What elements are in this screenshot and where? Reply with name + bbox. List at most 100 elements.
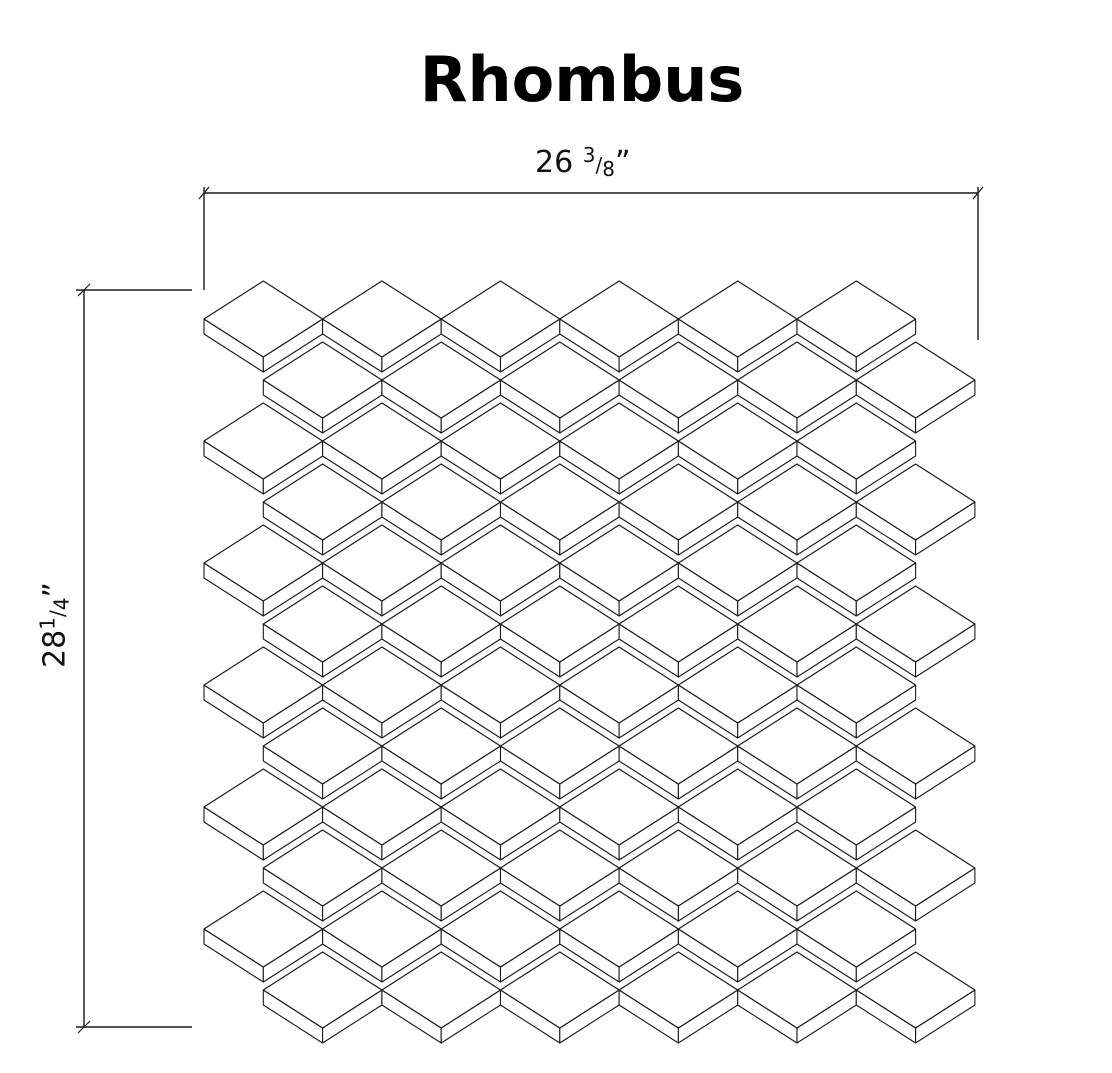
rhombus-tile (262, 463, 383, 556)
rhombus-top-face (737, 585, 857, 663)
width-dimension-label: 26 3/8” (535, 143, 631, 181)
rhombus-tile-grid (203, 280, 976, 1044)
rhombus-tile (677, 280, 798, 373)
rhombus-tile (499, 463, 620, 556)
rhombus-tile (677, 890, 798, 983)
rhombus-tile (440, 646, 561, 739)
rhombus-top-face (796, 768, 917, 846)
width-inch-mark: ” (614, 145, 631, 180)
rhombus-top-face (381, 951, 502, 1029)
rhombus-tile (203, 280, 324, 373)
rhombus-tile (440, 768, 561, 861)
height-tick-top (77, 283, 91, 297)
rhombus-top-face (737, 463, 857, 541)
rhombus-tile (381, 707, 502, 800)
rhombus-tile (262, 829, 383, 922)
rhombus-tile (262, 951, 383, 1044)
rhombus-top-face (499, 707, 620, 785)
rhombus-tile (855, 951, 976, 1044)
rhombus-top-face (737, 341, 857, 419)
rhombus-tile (855, 707, 976, 800)
rhombus-top-face (737, 707, 857, 785)
width-tick-left (198, 186, 210, 200)
rhombus-top-face (855, 341, 976, 419)
rhombus-tile (677, 768, 798, 861)
width-tick-right (972, 186, 984, 200)
rhombus-tile (322, 280, 442, 373)
rhombus-top-face (796, 280, 917, 358)
rhombus-tile (559, 280, 680, 373)
rhombus-tile (618, 829, 739, 922)
rhombus-tile (737, 585, 857, 678)
diagram-title: Rhombus (419, 43, 745, 116)
rhombus-tile (796, 646, 917, 739)
rhombus-top-face (796, 646, 917, 724)
rhombus-tile (737, 463, 857, 556)
rhombus-tile (499, 707, 620, 800)
rhombus-top-face (440, 768, 561, 846)
rhombus-top-face (677, 890, 798, 968)
rhombus-tile (499, 341, 620, 434)
rhombus-tile (855, 463, 976, 556)
rhombus-top-face (440, 890, 561, 968)
rhombus-tile (855, 341, 976, 434)
rhombus-top-face (855, 707, 976, 785)
rhombus-tile (381, 829, 502, 922)
rhombus-top-face (322, 280, 442, 358)
rhombus-top-face (618, 829, 739, 907)
rhombus-top-face (203, 890, 324, 968)
rhombus-tile (203, 768, 324, 861)
rhombus-tile (440, 402, 561, 495)
rhombus-tile (737, 707, 857, 800)
rhombus-top-face (381, 585, 502, 663)
rhombus-top-face (381, 463, 502, 541)
rhombus-tile (677, 646, 798, 739)
rhombus-top-face (796, 524, 917, 602)
rhombus-tile (677, 402, 798, 495)
rhombus-top-face (440, 280, 561, 358)
rhombus-top-face (559, 402, 680, 480)
rhombus-top-face (855, 829, 976, 907)
rhombus-top-face (855, 585, 976, 663)
height-tick-bottom (77, 1020, 91, 1034)
rhombus-tile (796, 768, 917, 861)
rhombus-tile (618, 951, 739, 1044)
rhombus-top-face (499, 585, 620, 663)
rhombus-tile (440, 890, 561, 983)
rhombus-top-face (440, 402, 561, 480)
rhombus-tile (559, 402, 680, 495)
rhombus-top-face (677, 646, 798, 724)
rhombus-tile (796, 890, 917, 983)
rhombus-top-face (203, 768, 324, 846)
rhombus-top-face (618, 463, 739, 541)
width-whole: 26 (535, 145, 574, 180)
rhombus-tile (796, 524, 917, 617)
rhombus-tile (499, 585, 620, 678)
rhombus-tile (559, 768, 680, 861)
rhombus-top-face (618, 707, 739, 785)
rhombus-top-face (262, 829, 383, 907)
rhombus-top-face (559, 646, 680, 724)
rhombus-tile (796, 280, 917, 373)
rhombus-top-face (559, 890, 680, 968)
rhombus-tile (381, 951, 502, 1044)
rhombus-top-face (262, 463, 383, 541)
rhombus-tile (796, 402, 917, 495)
rhombus-top-face (499, 341, 620, 419)
rhombus-top-face (203, 402, 324, 480)
dimension-lines (76, 186, 984, 1034)
rhombus-top-face (737, 829, 857, 907)
rhombus-top-face (618, 341, 739, 419)
rhombus-top-face (618, 585, 739, 663)
rhombus-top-face (203, 280, 324, 358)
rhombus-tile (262, 341, 383, 434)
rhombus-top-face (499, 951, 620, 1029)
rhombus-tile (440, 280, 561, 373)
rhombus-tile (203, 646, 324, 739)
rhombus-tile (322, 402, 442, 495)
rhombus-tile (322, 646, 442, 739)
rhombus-top-face (440, 524, 561, 602)
rhombus-tile (559, 890, 680, 983)
rhombus-top-face (381, 341, 502, 419)
